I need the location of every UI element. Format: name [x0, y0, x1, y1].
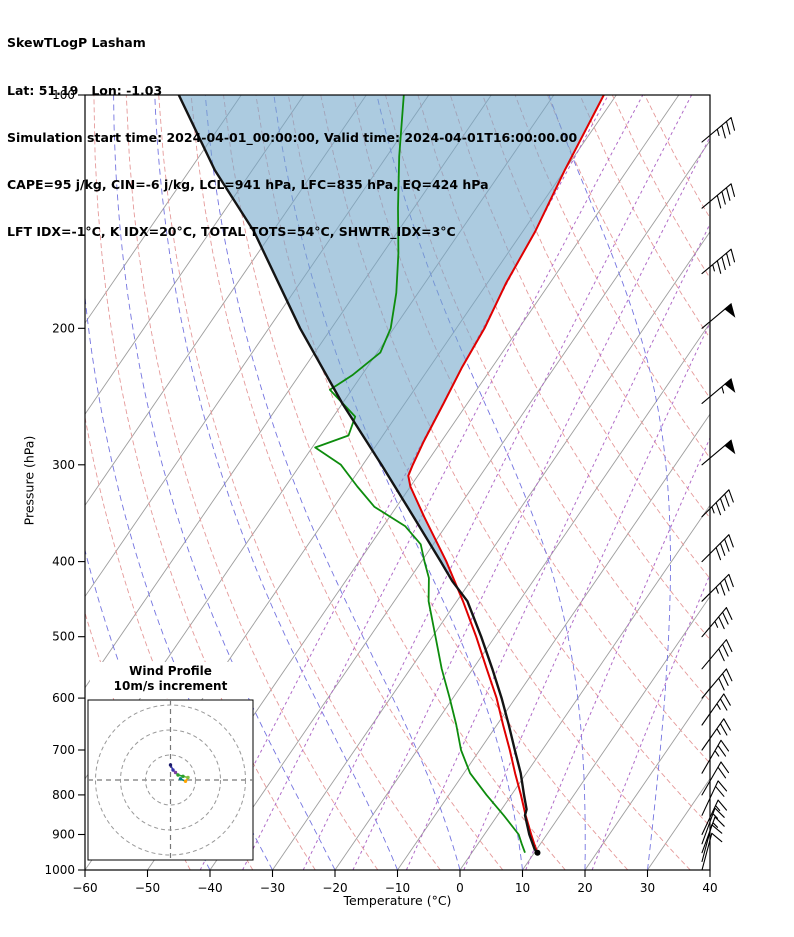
shaded-instability-area [178, 95, 604, 582]
temperature-curve [407, 95, 605, 854]
hodograph-trace-point [176, 773, 180, 777]
hodograph-trace-point [168, 763, 173, 767]
svg-text:40: 40 [702, 881, 717, 895]
svg-text:600: 600 [52, 691, 75, 705]
svg-text:1000: 1000 [44, 863, 75, 877]
svg-text:−50: −50 [135, 881, 160, 895]
svg-text:−20: −20 [322, 881, 347, 895]
hodograph-trace-point [183, 779, 188, 783]
inset-speed-ring [145, 754, 196, 806]
hodograph-trace-point [171, 768, 175, 772]
y-axis-label: Pressure (hPa) [21, 435, 37, 526]
surface-marker [534, 849, 541, 856]
svg-text:400: 400 [52, 555, 75, 569]
hodograph-trace-point [178, 777, 183, 781]
inset-title-line2: 10m/s increment [113, 679, 228, 693]
inset-title: Wind Profile 10m/s increment [88, 664, 253, 694]
svg-text:−40: −40 [197, 881, 222, 895]
header-location: Lat: 51.19 Lon: -1.03 [7, 82, 163, 98]
header-indices-2: LFT IDX=-1°C, K IDX=20°C, TOTAL TOTS=54°… [7, 223, 456, 239]
inset-title-backdrop [90, 662, 251, 698]
background-gridlines [85, 95, 710, 870]
hodograph-trace-point [186, 775, 190, 780]
svg-text:−10: −10 [385, 881, 410, 895]
svg-text:−60: −60 [72, 881, 97, 895]
svg-text:−30: −30 [260, 881, 285, 895]
wind-profile-inset [87, 662, 254, 861]
hodograph-trace-point [173, 770, 178, 775]
svg-text:500: 500 [52, 630, 75, 644]
axis-ticks [78, 94, 711, 877]
inset-speed-ring [95, 704, 246, 856]
x-axis-label: Temperature (°C) [343, 893, 452, 908]
svg-text:100: 100 [52, 88, 75, 102]
svg-text:700: 700 [52, 743, 75, 757]
parcel-curve [177, 95, 539, 854]
wind-barbs [701, 117, 736, 871]
header-info: SkewTLogP Lasham Lat: 51.19 Lon: -1.03 S… [7, 4, 577, 271]
chart-title: SkewTLogP Lasham [7, 35, 146, 51]
svg-text:800: 800 [52, 788, 75, 802]
svg-text:300: 300 [52, 458, 75, 472]
svg-text:200: 200 [52, 321, 75, 335]
inset-title-line1: Wind Profile [129, 664, 212, 678]
header-indices-1: CAPE=95 j/kg, CIN=-6 j/kg, LCL=941 hPa, … [7, 176, 489, 192]
header-times: Simulation start time: 2024-04-01_00:00:… [7, 129, 578, 145]
hodograph-trace-point [181, 774, 185, 778]
svg-text:0: 0 [456, 881, 464, 895]
svg-text:10: 10 [515, 881, 530, 895]
svg-text:900: 900 [52, 828, 75, 842]
mixing-ratio-lines [199, 95, 710, 870]
dewpoint-curve [314, 95, 526, 854]
svg-text:30: 30 [640, 881, 655, 895]
svg-text:20: 20 [577, 881, 592, 895]
inset-speed-ring [120, 729, 221, 831]
